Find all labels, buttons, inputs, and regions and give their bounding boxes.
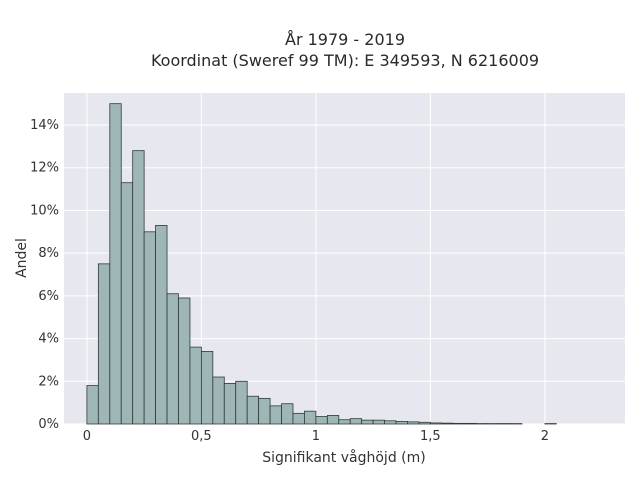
histogram-bar xyxy=(155,224,168,425)
y-tick-label: 6% xyxy=(38,289,59,304)
y-axis-ticks: 0% 2% 4% 6% 8% 10% 12% 14% xyxy=(30,118,59,432)
x-tick-label: 1 xyxy=(312,429,320,444)
x-axis-label: Signifikant våghöjd (m) xyxy=(262,449,425,466)
histogram-bar xyxy=(166,293,179,425)
histogram-bar xyxy=(178,297,191,425)
chart-subtitle: Koordinat (Sweref 99 TM): E 349593, N 62… xyxy=(151,51,539,70)
histogram-bar xyxy=(86,385,99,425)
histogram-bar xyxy=(258,397,271,425)
histogram-bar xyxy=(384,420,397,425)
y-tick-label: 12% xyxy=(30,161,59,176)
histogram-bar xyxy=(292,412,305,425)
bars xyxy=(86,103,557,425)
y-tick-label: 4% xyxy=(38,332,59,347)
chart-title: År 1979 - 2019 xyxy=(285,30,405,49)
histogram-bar xyxy=(235,380,248,425)
histogram-bar xyxy=(315,416,328,425)
histogram-bar xyxy=(223,383,237,425)
histogram-bar xyxy=(361,419,374,425)
histogram-bar xyxy=(120,182,134,425)
histogram-bar xyxy=(246,395,260,425)
histogram-bar xyxy=(452,422,466,425)
y-tick-label: 14% xyxy=(30,118,59,133)
x-tick-label: 0,5 xyxy=(191,429,212,444)
histogram-bar xyxy=(269,405,282,425)
histogram-bar xyxy=(189,346,202,425)
histogram-bar xyxy=(109,103,122,425)
y-tick-label: 0% xyxy=(38,417,59,432)
histogram-bar xyxy=(132,150,145,425)
y-tick-label: 2% xyxy=(38,374,59,389)
histogram-bar xyxy=(418,421,431,425)
y-tick-label: 8% xyxy=(38,246,59,261)
histogram-bar xyxy=(143,231,156,425)
y-axis-label: Andel xyxy=(14,238,30,278)
histogram-bar xyxy=(338,419,351,425)
histogram-bar xyxy=(281,403,294,425)
histogram-bar xyxy=(200,350,214,425)
x-tick-label: 0 xyxy=(83,429,91,444)
histogram-bar xyxy=(97,263,111,425)
histogram-bar xyxy=(464,422,477,425)
histogram-bar xyxy=(304,410,317,425)
x-tick-label: 2 xyxy=(541,429,549,444)
histogram-bar xyxy=(407,421,420,425)
histogram-bar xyxy=(372,419,385,425)
histogram-bar xyxy=(326,415,340,425)
x-axis-ticks: 0 0,5 1 1,5 2 xyxy=(83,429,549,444)
histogram-bar xyxy=(349,418,363,425)
x-tick-label: 1,5 xyxy=(420,429,441,444)
histogram-bar xyxy=(395,421,408,425)
y-tick-label: 10% xyxy=(30,203,59,218)
histogram-bar xyxy=(441,422,454,425)
histogram-bar xyxy=(212,376,225,425)
histogram-bar xyxy=(429,422,443,425)
